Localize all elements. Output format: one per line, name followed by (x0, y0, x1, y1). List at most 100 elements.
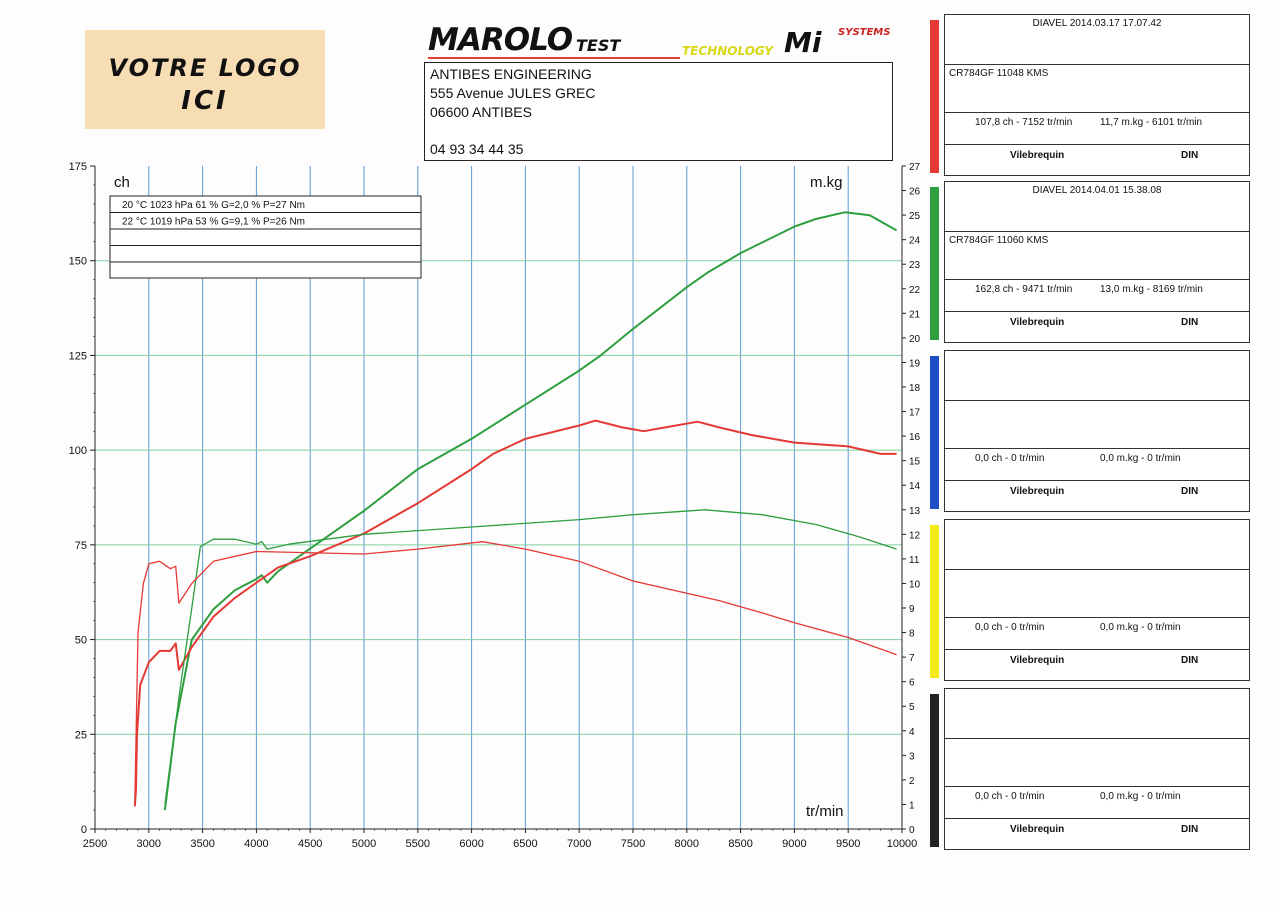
y2-tick-label: 15 (909, 457, 921, 468)
y-tick-label: 175 (69, 161, 87, 173)
x-tick-label: 3500 (190, 838, 214, 850)
x-tick-label: 9000 (782, 838, 806, 850)
y2-tick-label: 12 (909, 530, 921, 541)
x-tick-label: 5000 (352, 838, 376, 850)
logo-text-line1: VOTRE LOGO (108, 54, 302, 82)
x-tick-label: 4500 (298, 838, 322, 850)
power-curve (133, 419, 897, 807)
x-tick-label: 10000 (887, 838, 918, 850)
x-tick-label: 7000 (567, 838, 591, 850)
torque-curve (134, 541, 897, 805)
y2-tick-label: 17 (909, 408, 921, 419)
y-tick-label: 150 (69, 256, 87, 268)
x-tick-label: 8500 (728, 838, 752, 850)
logo-placeholder: VOTRE LOGO ICI (85, 30, 325, 129)
x-axis-label: tr/min (806, 803, 844, 820)
run-max-torque: 13,0 m.kg - 8169 tr/min (1100, 284, 1203, 295)
run-color-bar (930, 525, 939, 678)
conditions-table (109, 195, 422, 279)
conditions-row: 20 °C 1023 hPa 61 % G=2,0 % P=27 Nm (122, 200, 305, 211)
dyno-chart: 2500 3000 3500 4000 4500 5000 5500 6000 6500 7000… (69, 161, 921, 850)
y-axis-label: ch (114, 174, 130, 191)
run-mode: Vilebrequin (1010, 655, 1065, 666)
x-tick-label: 8000 (675, 838, 699, 850)
y2-tick-label: 11 (909, 555, 920, 566)
y2-axis-label: m.kg (810, 174, 843, 191)
address-box: ANTIBES ENGINEERING 555 Avenue JULES GRE… (424, 62, 893, 161)
run-max-power: 0,0 ch - 0 tr/min (975, 622, 1045, 633)
y2-tick-label: 7 (909, 653, 915, 664)
run-vehicle: CR784GF 11060 KMS (949, 235, 1049, 246)
y2-tick-label: 6 (909, 678, 915, 689)
run-vehicle: CR784GF 11048 KMS (949, 68, 1049, 79)
y2-tick-label: 13 (909, 506, 921, 517)
x-tick-label: 6000 (459, 838, 483, 850)
y-tick-label: 125 (69, 350, 87, 362)
x-tick-label: 5500 (406, 838, 430, 850)
address-street: 555 Avenue JULES GREC (430, 85, 596, 101)
y2-tick-label: 3 (909, 751, 915, 762)
y-tick-label: 100 (69, 445, 87, 457)
run-header: DIAVEL 2014.03.17 17.07.42 (1032, 18, 1162, 29)
y-tick-label: 50 (75, 635, 87, 647)
y2-tick-label: 21 (909, 309, 921, 320)
y2-tick-label: 14 (909, 481, 921, 492)
run-max-torque: 0,0 m.kg - 0 tr/min (1100, 622, 1181, 633)
brand-mi-logo: Mi (784, 26, 822, 59)
address-phone: 04 93 34 44 35 (430, 141, 524, 157)
power-curve (163, 211, 898, 811)
address-city: 06600 ANTIBES (430, 104, 532, 120)
y2-tick-label: 8 (909, 629, 915, 640)
run-mode: Vilebrequin (1010, 317, 1065, 328)
brand-header: MAROLO TEST TECHNOLOGY Mi SYSTEMS (428, 22, 908, 62)
run-mode: Vilebrequin (1010, 486, 1065, 497)
y2-tick-label: 10 (909, 579, 921, 590)
run-norm: DIN (1181, 824, 1199, 835)
brand-systems: SYSTEMS (838, 27, 891, 38)
logo-text-line2: ICI (181, 86, 229, 116)
run-max-power: 162,8 ch - 9471 tr/min (975, 284, 1073, 295)
run-color-bar (930, 694, 939, 847)
y2-tick-label: 20 (909, 334, 921, 345)
run-card: DIAVEL 2014.03.17 17.07.42 CR784GF 11048 … (930, 14, 1250, 176)
brand-underline (428, 57, 680, 59)
y2-tick-label: 19 (909, 358, 921, 369)
y2-tick-label: 27 (909, 162, 921, 173)
run-mode: Vilebrequin (1010, 150, 1065, 161)
y-tick-label: 75 (75, 540, 87, 552)
run-mode: Vilebrequin (1010, 824, 1065, 835)
x-tick-label: 9500 (836, 838, 860, 850)
run-color-bar (930, 356, 939, 509)
y2-tick-label: 25 (909, 211, 921, 222)
address-company: ANTIBES ENGINEERING (430, 66, 592, 82)
run-card: 0,0 ch - 0 tr/min 0,0 m.kg - 0 tr/min Vile… (930, 519, 1250, 681)
y2-tick-label: 1 (909, 800, 915, 811)
run-card: DIAVEL 2014.04.01 15.38.08 CR784GF 11060 … (930, 181, 1250, 343)
brand-suffix: TEST (576, 36, 621, 55)
x-tick-label: 3000 (137, 838, 161, 850)
y-tick-label: 25 (75, 729, 87, 741)
y2-tick-label: 0 (909, 825, 915, 836)
run-card: 0,0 ch - 0 tr/min 0,0 m.kg - 0 tr/min Vile… (930, 350, 1250, 512)
run-max-power: 107,8 ch - 7152 tr/min (975, 117, 1073, 128)
run-norm: DIN (1181, 150, 1199, 161)
torque-curve (164, 509, 897, 805)
run-header: DIAVEL 2014.04.01 15.38.08 (1032, 185, 1162, 196)
run-max-torque: 11,7 m.kg - 6101 tr/min (1100, 117, 1203, 128)
brand-technology: TECHNOLOGY (682, 44, 773, 58)
run-max-torque: 0,0 m.kg - 0 tr/min (1100, 453, 1181, 464)
x-tick-label: 7500 (621, 838, 645, 850)
y2-tick-label: 22 (909, 285, 921, 296)
run-max-power: 0,0 ch - 0 tr/min (975, 453, 1045, 464)
run-norm: DIN (1181, 486, 1199, 497)
x-tick-label: 6500 (513, 838, 537, 850)
y2-tick-label: 26 (909, 187, 921, 198)
x-tick-label: 2500 (83, 838, 107, 850)
run-max-power: 0,0 ch - 0 tr/min (975, 791, 1045, 802)
y2-tick-label: 24 (909, 236, 921, 247)
run-card: 0,0 ch - 0 tr/min 0,0 m.kg - 0 tr/min Vile… (930, 688, 1250, 850)
run-color-bar (930, 20, 939, 173)
y2-tick-label: 18 (909, 383, 921, 394)
y-tick-label: 0 (81, 824, 87, 836)
y2-tick-label: 9 (909, 604, 915, 615)
